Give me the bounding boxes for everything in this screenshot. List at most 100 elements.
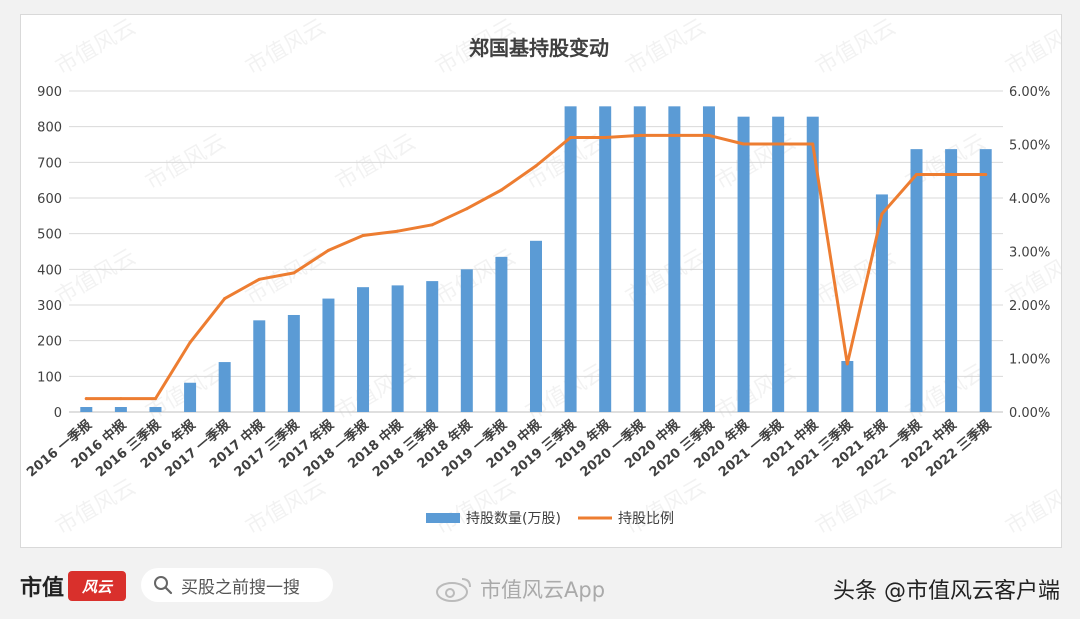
bar bbox=[910, 149, 923, 413]
bar bbox=[287, 314, 300, 412]
y-right-tick-label: 5.00% bbox=[1009, 139, 1050, 154]
line-point bbox=[569, 136, 573, 140]
y-left-tick-label: 0 bbox=[54, 406, 62, 421]
bar bbox=[668, 106, 681, 412]
brand-logo: 风云 bbox=[68, 571, 127, 601]
byline: 头条 @市值风云客户端 bbox=[833, 579, 1060, 604]
y-left-tick-label: 300 bbox=[37, 299, 62, 314]
bar bbox=[460, 269, 473, 412]
y-right-tick-label: 4.00% bbox=[1009, 192, 1050, 207]
bar bbox=[945, 149, 958, 413]
weibo-icon bbox=[436, 578, 471, 602]
y-axis-left: 0 100 200 300 400 500 600 700 800 900 bbox=[37, 85, 62, 421]
bar bbox=[530, 240, 542, 412]
line-point bbox=[153, 397, 157, 401]
line-point bbox=[915, 172, 919, 176]
watermark-text: 市值风云 bbox=[622, 475, 711, 541]
line-point bbox=[257, 277, 261, 281]
line-point bbox=[84, 397, 88, 401]
line-point bbox=[534, 164, 538, 168]
line-point bbox=[499, 188, 503, 192]
y-right-tick-label: 2.00% bbox=[1009, 299, 1050, 314]
line-point bbox=[430, 223, 434, 227]
y-right-tick-label: 1.00% bbox=[1009, 353, 1050, 368]
line-point bbox=[361, 233, 365, 237]
bar-series bbox=[80, 106, 992, 413]
app-tag: 市值风云App bbox=[434, 574, 605, 604]
brand-name: 市值 bbox=[20, 576, 65, 601]
chart-card: 市值风云 市值风云 市值风云 市值风云 市值风云 市值风云 市值风云 市值风云 市值风云 市值风云… bbox=[20, 14, 1062, 548]
watermark-text: 市值风云 bbox=[812, 15, 901, 80]
legend-swatch-bar bbox=[426, 513, 460, 523]
watermark-text: 市值风云 bbox=[622, 15, 711, 80]
watermark-text: 市值风云 bbox=[432, 475, 521, 541]
watermark-text: 市值风云 bbox=[332, 360, 421, 426]
bar bbox=[426, 281, 439, 412]
bar bbox=[322, 298, 335, 412]
watermark-text: 市值风云 bbox=[242, 245, 331, 311]
watermark-text: 市值风云 bbox=[712, 360, 801, 426]
watermark-text: 市值风云 bbox=[52, 475, 141, 541]
line-point bbox=[465, 207, 469, 211]
y-left-tick-label: 400 bbox=[37, 263, 62, 278]
line-point bbox=[396, 229, 400, 233]
legend-label-line: 持股比例 bbox=[618, 511, 674, 527]
bar bbox=[495, 256, 508, 412]
line-series bbox=[84, 133, 988, 401]
bar bbox=[875, 194, 888, 412]
bar bbox=[114, 407, 127, 412]
bar bbox=[184, 382, 197, 412]
line-point bbox=[880, 212, 884, 216]
bar bbox=[253, 320, 266, 412]
brand[interactable]: 市值 风云 bbox=[20, 566, 127, 606]
search-placeholder: 买股之前搜一搜 bbox=[181, 577, 300, 598]
legend: 持股数量(万股) 持股比例 bbox=[426, 511, 674, 527]
watermark-text: 市值风云 bbox=[242, 475, 331, 541]
app-tag-label: 市值风云App bbox=[480, 578, 606, 602]
bar bbox=[737, 116, 750, 413]
line-point bbox=[638, 133, 642, 137]
y-left-tick-label: 600 bbox=[37, 192, 62, 207]
watermark-text: 市值风云 bbox=[52, 15, 141, 80]
bar bbox=[772, 116, 785, 413]
line-point bbox=[223, 297, 227, 301]
bar bbox=[702, 106, 715, 412]
bar bbox=[391, 285, 404, 412]
search-icon bbox=[154, 576, 173, 595]
y-right-tick-label: 6.00% bbox=[1009, 85, 1050, 100]
chart-title: 郑国基持股变动 bbox=[469, 36, 609, 60]
bar bbox=[218, 362, 231, 412]
legend-label-bar: 持股数量(万股) bbox=[466, 511, 561, 527]
bar bbox=[149, 407, 162, 412]
y-axis-right: 0.00% 1.00% 2.00% 3.00% 4.00% 5.00% 6.00% bbox=[1009, 85, 1050, 421]
line-point bbox=[742, 142, 746, 146]
watermark-text: 市值风云 bbox=[242, 15, 331, 80]
line-point bbox=[811, 142, 815, 146]
y-left-tick-label: 800 bbox=[37, 121, 62, 136]
bar bbox=[357, 287, 370, 412]
y-right-tick-label: 3.00% bbox=[1009, 246, 1050, 261]
bar bbox=[599, 106, 612, 412]
line-point bbox=[949, 172, 953, 176]
bar bbox=[841, 360, 854, 412]
search-box[interactable]: 买股之前搜一搜 bbox=[141, 568, 333, 602]
y-left-tick-label: 200 bbox=[37, 335, 62, 350]
y-left-tick-label: 100 bbox=[37, 370, 62, 385]
line-point bbox=[292, 271, 296, 275]
line-point bbox=[984, 172, 988, 176]
line-point bbox=[707, 133, 711, 137]
y-left-tick-label: 700 bbox=[37, 156, 62, 171]
bar bbox=[806, 116, 819, 413]
footer-bar: 市值 风云 买股之前搜一搜 市值风云App 头条 @市值风云客户端 bbox=[0, 556, 1080, 619]
line-point bbox=[845, 362, 849, 366]
watermark-text: 市值风云 bbox=[1002, 475, 1062, 541]
bar bbox=[979, 149, 992, 413]
line-point bbox=[672, 133, 676, 137]
line-point bbox=[188, 340, 192, 344]
y-right-tick-label: 0.00% bbox=[1009, 406, 1050, 421]
line-point bbox=[776, 142, 780, 146]
line-point bbox=[326, 248, 330, 252]
y-left-tick-label: 500 bbox=[37, 228, 62, 243]
